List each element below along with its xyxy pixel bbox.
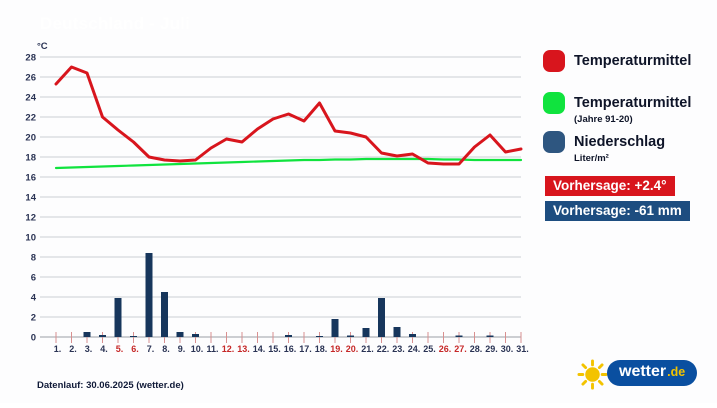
svg-text:13.: 13. [237,344,250,354]
navy-swatch-icon [543,131,565,153]
red-swatch-icon [543,50,565,72]
svg-text:25.: 25. [423,344,436,354]
legend-label: Temperaturmittel [574,53,692,69]
logo-name: wetter [619,363,667,380]
svg-text:0: 0 [31,333,36,344]
svg-text:8.: 8. [162,344,170,354]
svg-text:7.: 7. [147,344,155,354]
svg-text:24: 24 [25,93,36,104]
svg-text:°C: °C [37,41,48,52]
svg-text:2.: 2. [69,344,77,354]
svg-text:16: 16 [25,173,36,184]
page-title: Deutschland - Juli [40,14,191,33]
forecast-temperature-badge: Vorhersage: +2.4° [545,176,675,196]
wetter-de-wordmark: wetter .de [607,360,698,386]
data-run-caption: Datenlauf: 30.06.2025 (wetter.de) [37,380,184,391]
svg-text:2: 2 [31,313,36,324]
chart: 0 2 4 6 8 10 12 14 16 18 20 22 24 26 28 °C 1. 2. 3. 4. 5. 6. 7… [25,41,529,354]
forecast-precipitation-badge: Vorhersage: -61 mm [545,201,690,221]
svg-text:19.: 19. [330,344,343,354]
svg-text:4: 4 [31,293,37,304]
svg-text:17.: 17. [299,344,312,354]
svg-text:4.: 4. [100,344,108,354]
legend-label: Niederschlag [574,134,666,150]
svg-text:21.: 21. [361,344,374,354]
svg-text:15.: 15. [268,344,281,354]
svg-text:26.: 26. [439,344,452,354]
svg-text:10: 10 [25,233,36,244]
svg-text:3.: 3. [85,344,93,354]
svg-text:14: 14 [25,193,36,204]
svg-text:20.: 20. [346,344,359,354]
svg-text:1.: 1. [54,344,62,354]
legend-item-precipitation: Niederschlag Liter/m² [543,131,665,164]
svg-text:12: 12 [25,213,36,224]
svg-text:16.: 16. [284,344,297,354]
legend-item-climate-mean: Temperaturmittel (Jahre 91-20) [543,92,691,125]
svg-text:29.: 29. [485,344,498,354]
legend-sublabel: Liter/m² [574,153,609,164]
svg-text:31.: 31. [516,344,529,354]
svg-text:24.: 24. [408,344,421,354]
svg-text:6.: 6. [131,344,139,354]
legend-sublabel: (Jahre 91-20) [574,114,633,125]
svg-text:26: 26 [25,73,36,84]
svg-text:20: 20 [25,133,36,144]
svg-text:10.: 10. [191,344,204,354]
svg-text:12.: 12. [222,344,235,354]
legend-label: Temperaturmittel [574,95,692,111]
green-swatch-icon [543,92,565,114]
svg-text:22: 22 [25,113,36,124]
svg-text:27.: 27. [454,344,467,354]
svg-text:14.: 14. [253,344,266,354]
sun-icon [577,359,608,390]
svg-text:9.: 9. [178,344,186,354]
logo-tld: .de [667,365,686,379]
svg-text:23.: 23. [392,344,405,354]
svg-text:30.: 30. [501,344,514,354]
svg-text:18: 18 [25,153,36,164]
svg-text:11.: 11. [206,344,218,354]
svg-text:18.: 18. [315,344,328,354]
svg-text:8: 8 [31,253,36,264]
svg-text:28.: 28. [470,344,483,354]
svg-text:5.: 5. [116,344,124,354]
wetter-de-logo: wetter .de [577,356,715,394]
legend-item-temperature: Temperaturmittel [543,50,691,72]
svg-text:22.: 22. [377,344,390,354]
svg-text:6: 6 [31,273,36,284]
svg-text:28: 28 [25,53,36,64]
